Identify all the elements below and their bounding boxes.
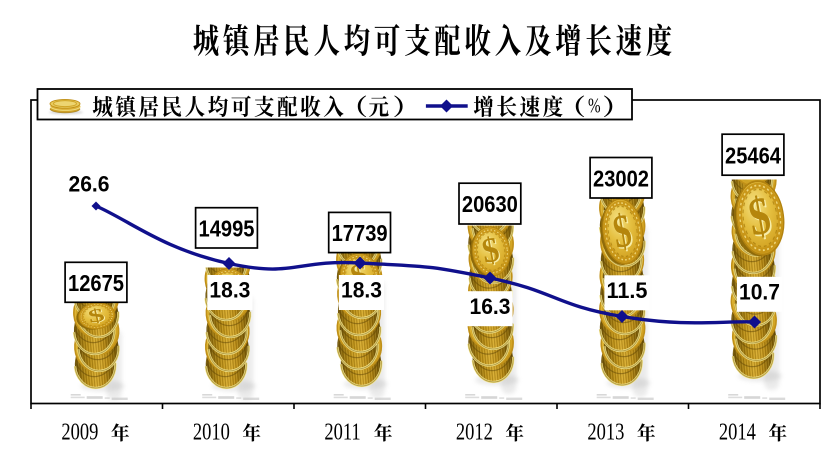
svg-text:16.3: 16.3: [470, 294, 511, 319]
svg-text:17739: 17739: [332, 220, 388, 246]
svg-text:2013: 2013: [587, 418, 624, 445]
svg-text:2010: 2010: [193, 418, 230, 445]
svg-text:2009: 2009: [61, 418, 98, 445]
svg-text:11.5: 11.5: [607, 278, 648, 303]
svg-text:26.6: 26.6: [69, 172, 110, 197]
svg-text:10.7: 10.7: [739, 280, 780, 305]
svg-text:%: %: [588, 94, 601, 117]
svg-text:23002: 23002: [593, 165, 649, 191]
svg-text:2014: 2014: [719, 418, 756, 445]
svg-text:12675: 12675: [68, 270, 124, 296]
svg-text:18.3: 18.3: [341, 278, 382, 303]
svg-text:20630: 20630: [462, 191, 518, 217]
svg-text:14995: 14995: [199, 215, 255, 241]
svg-text:2012: 2012: [456, 418, 493, 445]
svg-text:2011: 2011: [324, 418, 360, 445]
svg-text:18.3: 18.3: [209, 278, 250, 303]
svg-text:25464: 25464: [725, 142, 781, 168]
